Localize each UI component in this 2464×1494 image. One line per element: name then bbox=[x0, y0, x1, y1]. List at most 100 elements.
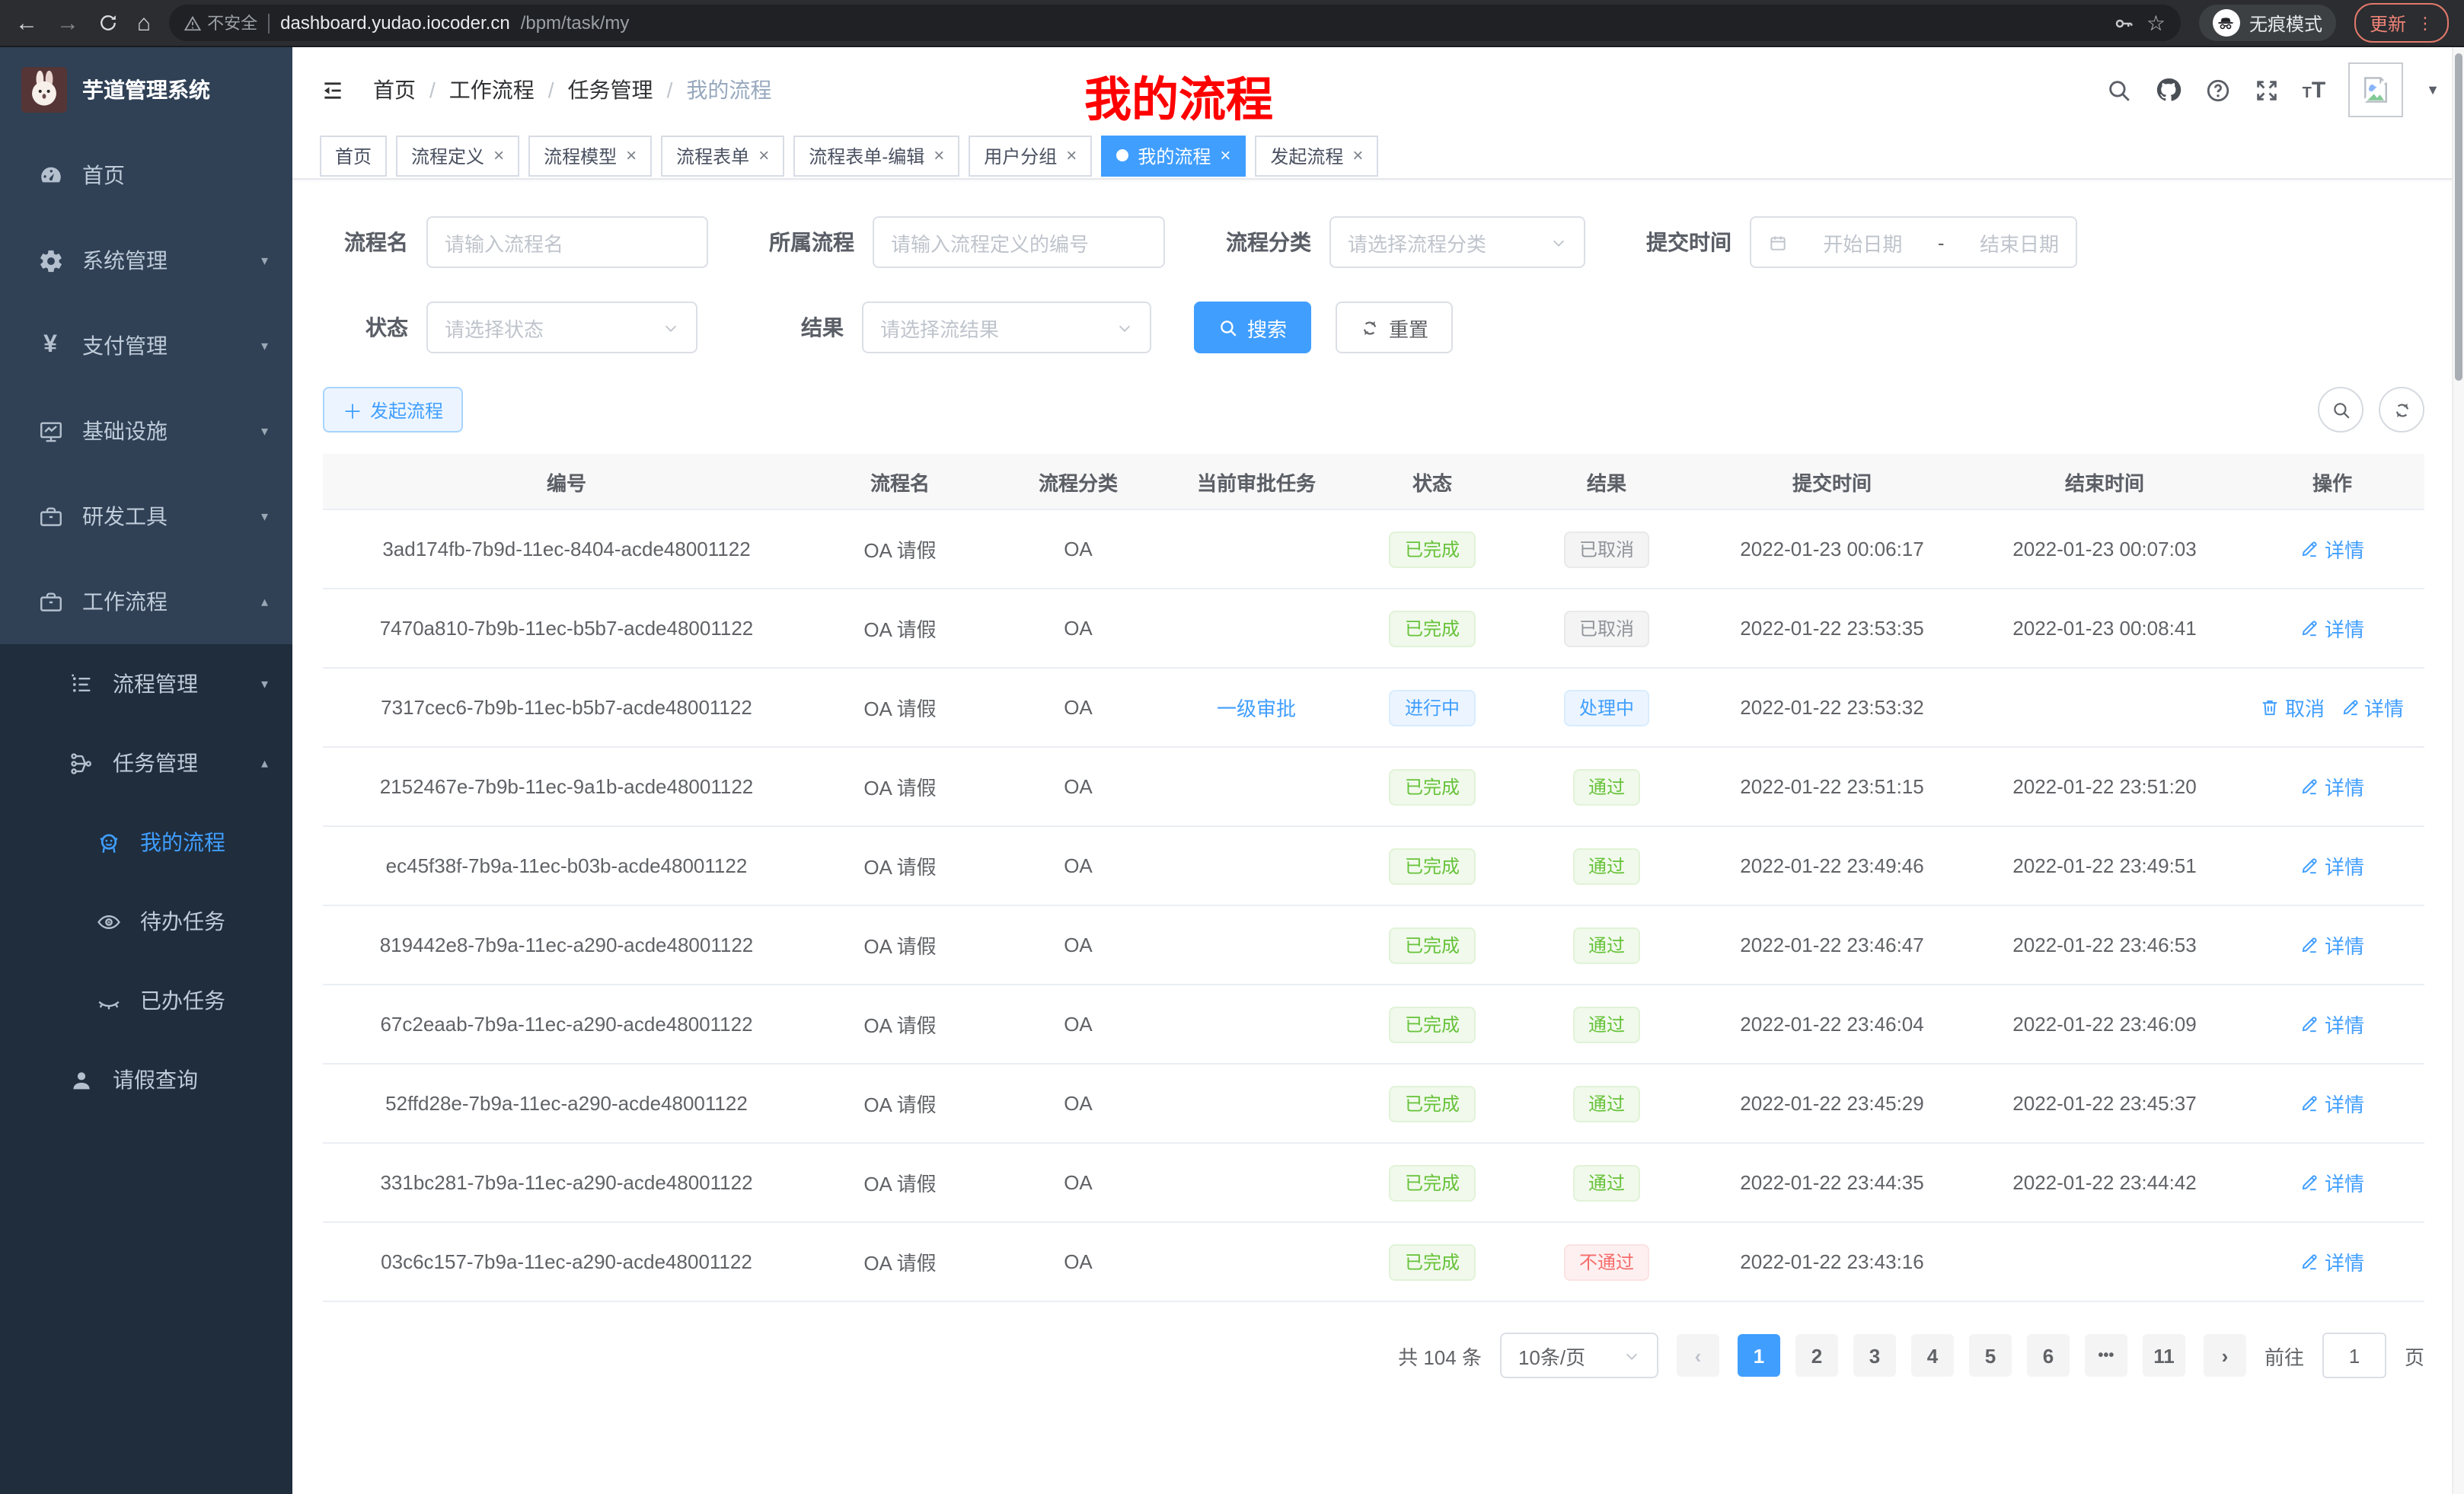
password-key-icon[interactable] bbox=[2113, 11, 2136, 34]
process-name-input[interactable]: 请输入流程名 bbox=[426, 216, 708, 268]
tab-process-model[interactable]: 流程模型 × bbox=[528, 135, 653, 176]
close-icon[interactable]: × bbox=[1220, 145, 1231, 166]
page-button-5[interactable]: 5 bbox=[1968, 1334, 2012, 1377]
reset-button[interactable]: 重置 bbox=[1336, 302, 1454, 353]
app-logo[interactable]: 芋道管理系统 bbox=[0, 47, 292, 132]
status-badge: 已完成 bbox=[1389, 1085, 1475, 1122]
sidebar-menu: 首页 系统管理 ▾ ¥ 支付管理 ▾ 基础设施 ▾ 研发工具 ▾ 工作流程 ▴ 流程管理 ▾ 任务管理 ▴ 我的… bbox=[0, 132, 292, 1494]
forward-icon[interactable]: → bbox=[56, 10, 79, 36]
status-badge: 已完成 bbox=[1389, 848, 1475, 884]
tab-label: 流程表单-编辑 bbox=[809, 145, 925, 167]
cell-id: 7470a810-7b9b-11ec-b5b7-acde48001122 bbox=[323, 589, 810, 669]
detail-link[interactable]: 详情 bbox=[2300, 851, 2364, 880]
detail-link[interactable]: 详情 bbox=[2300, 1010, 2364, 1039]
sidebar-item-leave-query[interactable]: 请假查询 bbox=[0, 1040, 292, 1119]
sidebar-item-process-mgmt[interactable]: 流程管理 ▾ bbox=[0, 644, 292, 723]
cell-submit-time: 2022-01-22 23:43:16 bbox=[1695, 1222, 1969, 1302]
tab-user-group[interactable]: 用户分组 × bbox=[969, 135, 1093, 176]
page-button-1[interactable]: 1 bbox=[1737, 1334, 1780, 1377]
breadcrumb-item[interactable]: 工作流程 bbox=[448, 78, 535, 102]
close-icon[interactable]: × bbox=[758, 145, 770, 166]
sidebar-item-system[interactable]: 系统管理 ▾ bbox=[0, 218, 292, 303]
tab-process-definition[interactable]: 流程定义 × bbox=[396, 135, 520, 176]
next-page-button[interactable]: › bbox=[2203, 1334, 2246, 1377]
header-search-icon[interactable] bbox=[2106, 77, 2132, 103]
dashboard-icon bbox=[37, 162, 64, 188]
tab-home[interactable]: 首页 bbox=[320, 135, 388, 176]
detail-link[interactable]: 详情 bbox=[2300, 1168, 2364, 1197]
tab-start-process[interactable]: 发起流程 × bbox=[1255, 135, 1379, 176]
sidebar-item-my-process[interactable]: 我的流程 bbox=[0, 803, 292, 882]
tab-process-form-edit[interactable]: 流程表单-编辑 × bbox=[793, 135, 960, 176]
cell-current-task[interactable]: 一级审批 bbox=[1167, 668, 1346, 748]
scrollbar[interactable] bbox=[2452, 47, 2464, 1494]
cell-actions: 详情 bbox=[2240, 509, 2424, 589]
sidebar-item-home[interactable]: 首页 bbox=[0, 132, 292, 218]
address-bar[interactable]: 不安全 dashboard.yudao.iocoder.cn/bpm/task/… bbox=[169, 5, 2181, 41]
status-select[interactable]: 请选择状态 bbox=[426, 302, 697, 353]
cell-result: 通过 bbox=[1518, 747, 1695, 827]
page-button-4[interactable]: 4 bbox=[1910, 1334, 1954, 1377]
prev-page-button[interactable]: ‹ bbox=[1676, 1334, 1719, 1377]
process-category-select[interactable]: 请选择流程分类 bbox=[1329, 216, 1585, 268]
process-definition-input[interactable]: 请输入流程定义的编号 bbox=[873, 216, 1165, 268]
tab-my-process[interactable]: 我的流程 × bbox=[1101, 135, 1246, 176]
refresh-table-button[interactable] bbox=[2379, 387, 2424, 433]
close-icon[interactable]: × bbox=[493, 145, 505, 166]
bookmark-star-icon[interactable]: ☆ bbox=[2146, 10, 2166, 34]
result-select[interactable]: 请选择流结果 bbox=[862, 302, 1151, 353]
close-icon[interactable]: × bbox=[934, 145, 945, 166]
detail-link[interactable]: 详情 bbox=[2300, 1089, 2364, 1118]
sidebar-fold-icon[interactable] bbox=[320, 77, 346, 103]
detail-link[interactable]: 详情 bbox=[2300, 772, 2364, 801]
create-process-button[interactable]: ＋ 发起流程 bbox=[323, 387, 464, 433]
reload-icon[interactable] bbox=[97, 12, 119, 34]
back-icon[interactable]: ← bbox=[15, 10, 38, 36]
page-button-6[interactable]: 6 bbox=[2026, 1334, 2070, 1377]
breadcrumb-item[interactable]: 首页 bbox=[373, 78, 416, 102]
tab-process-form[interactable]: 流程表单 × bbox=[661, 135, 785, 176]
more-pages-button[interactable]: ••• bbox=[2084, 1334, 2127, 1377]
sidebar-item-todo-tasks[interactable]: 待办任务 bbox=[0, 882, 292, 961]
fullscreen-icon[interactable] bbox=[2254, 77, 2280, 103]
detail-link[interactable]: 详情 bbox=[2300, 1247, 2364, 1276]
page-size-select[interactable]: 10条/页 bbox=[1499, 1333, 1658, 1378]
chevron-down-icon bbox=[1116, 319, 1133, 336]
sidebar-item-infrastructure[interactable]: 基础设施 ▾ bbox=[0, 388, 292, 474]
detail-link[interactable]: 详情 bbox=[2300, 931, 2364, 959]
avatar-caret-icon[interactable]: ▼ bbox=[2426, 82, 2440, 97]
submit-time-daterange[interactable]: 开始日期 - 结束日期 bbox=[1750, 216, 2077, 268]
scrollbar-thumb[interactable] bbox=[2455, 53, 2462, 381]
table-row: 3ad174fb-7b9d-11ec-8404-acde48001122 OA 请… bbox=[323, 509, 2424, 589]
search-button[interactable]: 搜索 bbox=[1194, 302, 1312, 353]
cancel-link[interactable]: 取消 bbox=[2261, 693, 2325, 722]
cell-process-name: OA 请假 bbox=[810, 985, 990, 1065]
home-icon[interactable]: ⌂ bbox=[137, 10, 152, 36]
avatar[interactable] bbox=[2348, 62, 2404, 117]
page-button-11[interactable]: 11 bbox=[2142, 1334, 2185, 1377]
goto-page-input[interactable]: 1 bbox=[2322, 1333, 2386, 1378]
breadcrumb-item[interactable]: 任务管理 bbox=[567, 78, 653, 102]
close-icon[interactable]: × bbox=[1352, 145, 1364, 166]
sidebar-item-workflow[interactable]: 工作流程 ▴ bbox=[0, 559, 292, 644]
close-icon[interactable]: × bbox=[626, 145, 637, 166]
close-icon[interactable]: × bbox=[1066, 145, 1077, 166]
sidebar-item-task-mgmt[interactable]: 任务管理 ▴ bbox=[0, 723, 292, 803]
status-badge: 已完成 bbox=[1389, 1006, 1475, 1042]
not-secure-warning[interactable]: 不安全 bbox=[184, 11, 257, 35]
page-button-3[interactable]: 3 bbox=[1853, 1334, 1896, 1377]
page-button-2[interactable]: 2 bbox=[1795, 1334, 1838, 1377]
sidebar-item-dev-tools[interactable]: 研发工具 ▾ bbox=[0, 474, 292, 559]
detail-link[interactable]: 详情 bbox=[2300, 614, 2364, 643]
detail-link[interactable]: 详情 bbox=[2340, 693, 2404, 722]
sidebar-item-payment[interactable]: ¥ 支付管理 ▾ bbox=[0, 303, 292, 388]
cell-id: 2152467e-7b9b-11ec-9a1b-acde48001122 bbox=[323, 747, 810, 827]
update-button[interactable]: 更新 ⋮ bbox=[2354, 3, 2449, 43]
sidebar-item-done-tasks[interactable]: 已办任务 bbox=[0, 961, 292, 1040]
help-icon[interactable] bbox=[2205, 77, 2231, 103]
font-size-icon[interactable]: TT bbox=[2302, 77, 2326, 103]
detail-link[interactable]: 详情 bbox=[2300, 535, 2364, 563]
browser-menu-icon[interactable]: ⋮ bbox=[2417, 14, 2434, 33]
github-icon[interactable] bbox=[2155, 76, 2182, 104]
show-search-toggle-button[interactable] bbox=[2318, 387, 2363, 433]
